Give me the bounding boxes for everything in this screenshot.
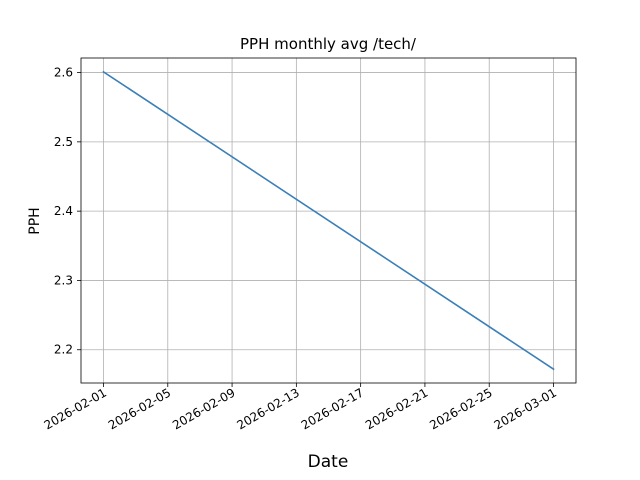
grid [81,58,576,383]
x-tick-label: 2026-02-13 [234,385,301,432]
x-tick-label: 2026-02-01 [42,385,109,432]
x-tick-label: 2026-02-05 [106,385,173,432]
y-axis-label: PPH [27,207,43,234]
y-tick-label: 2.3 [54,273,73,287]
x-tick-label: 2026-02-21 [363,385,430,432]
chart-title: PPH monthly avg /tech/ [240,35,417,53]
ticks: 2.22.32.42.52.62026-02-012026-02-052026-… [42,66,559,433]
plot-area [102,70,555,371]
y-tick-label: 2.2 [54,343,73,357]
y-tick-label: 2.6 [54,66,73,80]
x-tick-label: 2026-03-01 [492,385,559,432]
x-tick-label: 2026-02-09 [170,385,237,432]
plot-frame [80,57,577,384]
x-tick-label: 2026-02-25 [427,385,494,432]
x-tick-label: 2026-02-17 [299,385,366,432]
x-axis-label: Date [308,452,349,472]
y-tick-label: 2.5 [54,135,73,149]
y-tick-label: 2.4 [54,204,73,218]
series-line [102,70,555,371]
